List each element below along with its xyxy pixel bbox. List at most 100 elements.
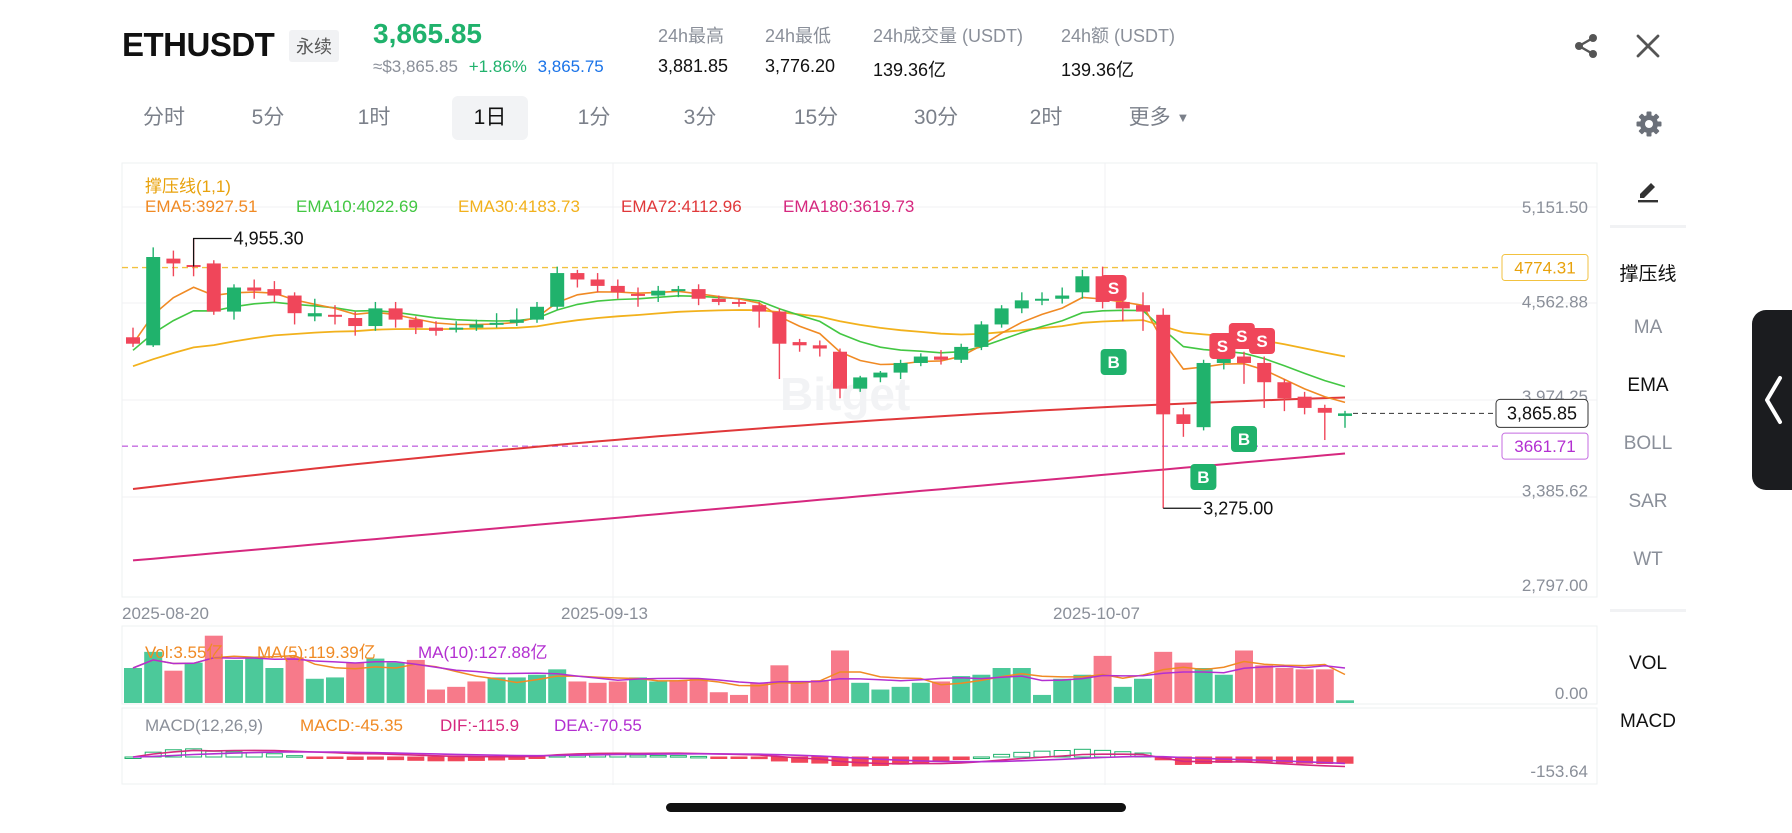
tab-5m[interactable]: 5分: [251, 106, 285, 129]
indicator-vol[interactable]: VOL: [1628, 653, 1668, 674]
macd-axis-label: -153.64: [1530, 762, 1588, 781]
close-button[interactable]: [1631, 29, 1665, 63]
buy-signal-marker: [1100, 349, 1127, 375]
dea-label: DEA:-70.55: [554, 716, 642, 735]
ema72-line: [132, 396, 1346, 490]
volume-bar: [184, 662, 203, 703]
high-annotation-label: 4,955.30: [234, 228, 304, 248]
volume-bar: [810, 680, 829, 703]
indicator-support-resistance[interactable]: 撑压线: [1619, 264, 1677, 285]
stat-value: 139.36亿: [1061, 60, 1135, 80]
candle-body: [651, 290, 666, 296]
tab-more-label: 更多: [1128, 106, 1171, 129]
macd-histogram-bar: [366, 756, 384, 760]
macd-histogram-bar: [1275, 756, 1293, 764]
volume-bar: [204, 635, 223, 703]
candle-body: [752, 305, 767, 312]
volume-bar: [770, 665, 789, 703]
ema30-label: EMA30:4183.73: [458, 197, 580, 216]
volume-bar: [1154, 651, 1173, 703]
sell-signal-marker: [1100, 275, 1127, 301]
volume-bar: [952, 676, 971, 703]
candle-body: [772, 311, 787, 344]
candle-body: [610, 285, 625, 293]
tab-15m[interactable]: 15分: [793, 106, 839, 129]
candle-body: [388, 308, 403, 320]
share-icon: [1575, 34, 1597, 58]
macd-histogram-bar: [407, 756, 425, 761]
volume-bar: [1033, 694, 1051, 703]
indicator-ma[interactable]: MA: [1633, 317, 1663, 338]
candle-body: [267, 289, 282, 296]
support-tag: [1501, 432, 1589, 460]
volume-bar: [730, 694, 748, 703]
indicator-wt[interactable]: WT: [1633, 549, 1663, 570]
volume-bar: [447, 686, 466, 703]
candle-body: [449, 327, 464, 330]
tab-30m[interactable]: 30分: [913, 106, 959, 129]
stat-value: 139.36亿: [873, 60, 947, 80]
candle-body: [590, 279, 605, 286]
side-divider: [1610, 225, 1686, 228]
tab-2h[interactable]: 2时: [1029, 106, 1063, 129]
volume-bar: [528, 674, 546, 703]
macd-histogram-bar: [1013, 751, 1031, 758]
volume-bar: [487, 677, 506, 703]
volume-bar: [750, 682, 769, 703]
macd-panel-frame: [121, 707, 1598, 785]
price-change: +1.86%: [468, 57, 527, 76]
volume-bar: [1214, 674, 1233, 703]
tab-3m[interactable]: 3分: [683, 106, 717, 129]
volume-bar: [548, 669, 567, 703]
tab-more[interactable]: 更多 ▼: [1114, 96, 1204, 140]
volume-bar: [649, 681, 668, 703]
macd-histogram-bar: [467, 756, 485, 761]
indicator-sar[interactable]: SAR: [1628, 491, 1668, 512]
candle-body: [166, 258, 181, 264]
macd-histogram-bar: [306, 756, 324, 759]
volume-bar: [831, 650, 849, 703]
volume-bar: [1275, 668, 1294, 703]
candle-body: [550, 273, 565, 307]
tab-1h[interactable]: 1时: [357, 106, 391, 129]
volume-bar: [608, 681, 627, 703]
macd-histogram-bar: [912, 756, 930, 764]
stat-24h-turnover: 24h额 (USDT) 139.36亿: [1061, 22, 1175, 82]
share-button[interactable]: [1569, 29, 1603, 63]
macd-histogram-bar: [346, 756, 364, 760]
macd-histogram-bar: [629, 754, 647, 758]
low-annotation-label: 3,275.00: [1203, 498, 1273, 518]
chevron-left-icon: [1765, 376, 1782, 424]
macd-histogram-bar: [1053, 750, 1071, 758]
candle-body: [954, 346, 969, 360]
volume-ma10-line: [132, 657, 1346, 685]
panel-expand-handle[interactable]: [1752, 310, 1792, 490]
volume-bar: [669, 680, 688, 703]
stat-value: 3,776.20: [765, 56, 836, 76]
volume-bar: [406, 659, 425, 703]
macd-histogram-bar: [669, 755, 687, 758]
chart-settings-button[interactable]: [1632, 107, 1666, 141]
y-tick-label: 4,562.88: [1522, 292, 1588, 311]
volume-bar: [124, 668, 142, 703]
dif-label: DIF:-115.9: [440, 716, 520, 735]
volume-bar: [265, 668, 284, 703]
indicator-ema[interactable]: EMA: [1627, 375, 1669, 396]
candle-body: [1075, 276, 1090, 293]
candle-body: [1317, 407, 1332, 413]
volume-bar: [225, 659, 243, 703]
macd-histogram-bar: [447, 756, 465, 762]
indicator-boll[interactable]: BOLL: [1623, 433, 1673, 454]
indicator-side-panel: 撑压线 MA EMA BOLL SAR WT VOL MACD: [1598, 163, 1698, 785]
ema72-label: EMA72:4112.96: [621, 197, 742, 216]
draw-tool-button[interactable]: [1598, 177, 1698, 209]
tab-1m[interactable]: 1分: [577, 106, 611, 129]
symbol-title: ETHUSDT: [122, 26, 275, 63]
indicator-macd[interactable]: MACD: [1620, 711, 1676, 732]
candle-body: [631, 293, 645, 296]
volume-bar: [285, 657, 304, 703]
tab-1d[interactable]: 1日: [452, 96, 528, 140]
close-icon: [1636, 34, 1660, 58]
tab-time-sharing[interactable]: 分时: [143, 106, 185, 129]
